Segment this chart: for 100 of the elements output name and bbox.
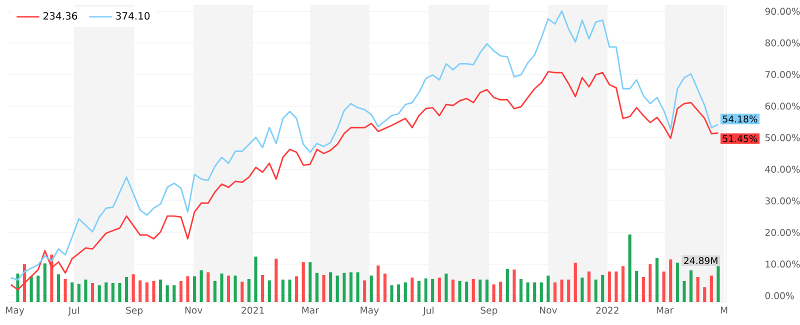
bar — [553, 282, 557, 302]
bar — [390, 285, 394, 302]
bar — [601, 274, 604, 302]
bar — [682, 281, 686, 302]
bar — [458, 281, 462, 302]
bar — [111, 283, 114, 302]
bar — [655, 258, 659, 302]
x-tick-label: Nov — [185, 306, 202, 314]
x-tick-label: Jul — [68, 306, 79, 316]
legend-label: 374.10 — [116, 12, 150, 20]
x-tick-label: M — [720, 306, 728, 314]
x-tick-label: May — [6, 306, 24, 316]
x-tick-label: 2022 — [596, 306, 618, 314]
bar — [43, 263, 46, 302]
bar — [281, 280, 284, 302]
bar — [206, 272, 210, 302]
bar — [404, 282, 407, 302]
y-tick-label: 30.00% — [765, 197, 800, 204]
bar — [172, 285, 176, 302]
bar — [30, 276, 33, 302]
bar — [261, 274, 264, 302]
bar — [315, 272, 318, 302]
line-series — [10, 70, 719, 290]
bar — [410, 278, 414, 302]
bar — [152, 281, 156, 302]
bar — [104, 282, 108, 302]
y-tick-label: 40.00% — [765, 166, 800, 173]
annotation: 54.18% — [722, 115, 758, 122]
annotation: 51.45% — [722, 135, 758, 142]
bar — [186, 276, 190, 302]
annotation: 24.89M — [684, 257, 718, 264]
bar — [710, 276, 713, 302]
x-tick-label: Jul — [422, 306, 434, 316]
bar — [268, 280, 271, 302]
bar — [36, 276, 40, 302]
bar — [145, 282, 148, 302]
bar — [159, 280, 162, 302]
bar — [98, 285, 101, 302]
y-tick-label: 20.00% — [765, 228, 800, 236]
bar — [370, 276, 373, 302]
bar — [247, 278, 250, 302]
y-tick-label: 60.00% — [765, 102, 800, 110]
bar — [193, 276, 196, 302]
bar — [274, 258, 278, 302]
bar — [77, 284, 80, 302]
x-tick-label: Nov — [540, 306, 558, 314]
bar — [308, 262, 312, 302]
bar — [138, 280, 142, 302]
bar — [302, 262, 305, 302]
bar — [363, 280, 366, 302]
bar — [669, 259, 672, 302]
bar — [240, 282, 244, 302]
bar — [70, 282, 74, 302]
bar — [90, 283, 94, 302]
y-tick-label: 90.00% — [765, 8, 800, 15]
bar — [295, 276, 298, 302]
bar — [322, 274, 326, 302]
y-tick-label: 80.00% — [765, 39, 800, 46]
x-tick-label: Mar — [302, 306, 319, 314]
bar — [499, 282, 502, 302]
bar — [329, 272, 332, 302]
bar — [356, 272, 360, 302]
bar — [567, 280, 570, 302]
bar — [533, 282, 536, 302]
x-tick-label: Mar — [656, 306, 674, 314]
x-tick-label: May — [360, 306, 379, 316]
y-tick-label: 50.00% — [765, 134, 800, 142]
y-tick-label: 70.00% — [765, 70, 800, 78]
bar — [424, 278, 428, 302]
bar — [587, 272, 591, 302]
bar — [594, 280, 598, 302]
bar — [438, 278, 441, 302]
bar — [648, 264, 652, 302]
bar — [84, 280, 88, 302]
bar — [676, 262, 679, 302]
bar — [166, 285, 169, 302]
line-series — [10, 10, 719, 281]
bar — [608, 272, 611, 302]
bar — [417, 281, 421, 302]
x-tick-label: Sep — [126, 306, 143, 316]
bar — [220, 274, 224, 302]
bar — [526, 282, 530, 302]
bar — [125, 276, 128, 302]
bar — [580, 278, 584, 302]
bar — [478, 280, 482, 302]
bar — [635, 270, 638, 302]
bar — [492, 284, 496, 302]
bar — [288, 280, 292, 302]
bar — [485, 280, 489, 302]
bar — [383, 274, 387, 302]
bar — [349, 272, 353, 302]
bar — [574, 262, 577, 302]
bar — [662, 272, 666, 302]
bar — [465, 282, 468, 302]
bar — [254, 256, 258, 302]
bar — [336, 276, 339, 302]
bar — [642, 276, 645, 302]
bar — [703, 287, 706, 302]
bar — [431, 278, 434, 302]
bar — [472, 278, 475, 302]
